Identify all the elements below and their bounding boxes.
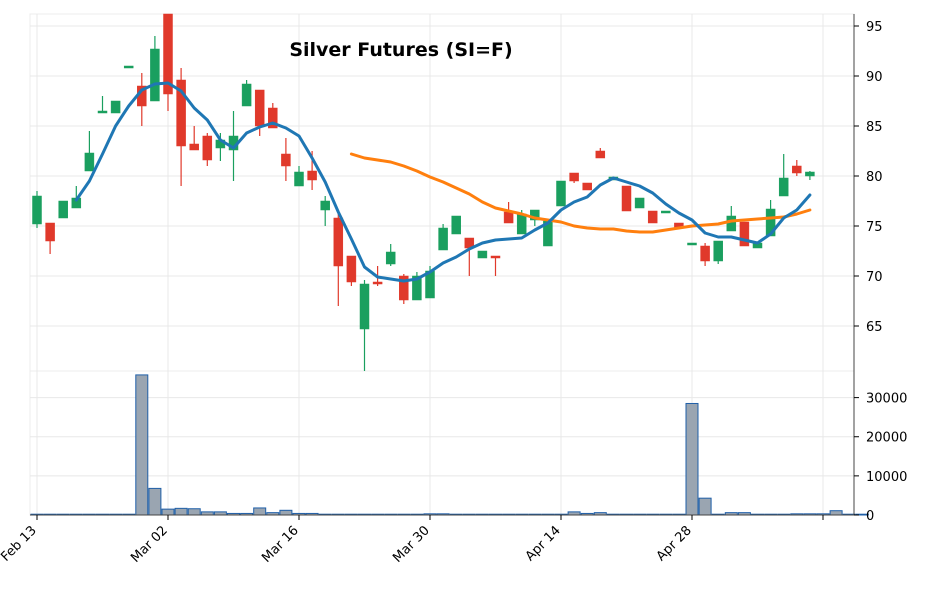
price-tick-label: 95 <box>866 20 883 35</box>
candle-up <box>123 65 134 69</box>
candle-up <box>241 83 252 107</box>
x-tick-label: Mar 16 <box>259 523 302 566</box>
volume-tick-label: 20000 <box>866 431 907 446</box>
candlesticks <box>32 13 815 371</box>
candle-up <box>530 209 540 221</box>
candle-down <box>163 13 173 95</box>
candle-up <box>778 177 789 197</box>
candle-up <box>687 242 697 246</box>
candle-down <box>281 153 291 167</box>
candle-up <box>320 200 330 211</box>
candle-up <box>294 171 304 187</box>
candle-down <box>621 185 632 212</box>
volume-bar <box>187 508 201 516</box>
volume-bar <box>279 509 293 516</box>
volume-tick-label: 0 <box>866 509 874 524</box>
candle-down <box>372 281 383 285</box>
candle-down <box>399 275 409 301</box>
candle-up <box>58 200 68 219</box>
candle-down <box>490 255 501 259</box>
volume-bar <box>135 374 149 516</box>
candle-down <box>739 221 750 247</box>
candle-up <box>97 110 108 114</box>
candle-down <box>333 217 344 267</box>
candle-up <box>713 240 723 262</box>
candle-up <box>477 250 488 259</box>
candle-down <box>307 170 317 181</box>
price-tick-label: 70 <box>866 270 883 285</box>
candle-down <box>700 245 710 262</box>
candle-down <box>189 143 199 151</box>
x-tick-label: Mar 02 <box>128 523 171 566</box>
candle-up <box>84 152 95 172</box>
candle-down <box>792 165 802 174</box>
volume-bar <box>685 402 699 516</box>
candle-up <box>556 180 566 207</box>
price-tick-label: 90 <box>866 70 883 85</box>
candle-down <box>254 89 265 127</box>
volume-bar <box>698 497 712 516</box>
volume-bar <box>148 487 162 516</box>
price-tick-label: 85 <box>866 120 883 135</box>
candle-up <box>359 283 370 330</box>
candle-down <box>45 222 55 242</box>
price-tick-label: 80 <box>866 170 883 185</box>
candle-down <box>176 79 186 147</box>
volume-tick-label: 10000 <box>866 470 907 485</box>
moving-averages <box>74 81 812 283</box>
candle-up <box>726 215 737 232</box>
candle-up <box>150 48 160 102</box>
candle-up <box>438 227 448 251</box>
candle-up <box>765 208 776 237</box>
candle-down <box>503 211 514 224</box>
candle-up <box>805 171 815 177</box>
candle-down <box>595 150 606 159</box>
candle-down <box>202 135 213 161</box>
x-tick-label: Apr 14 <box>523 523 564 564</box>
candle-down <box>647 210 658 224</box>
volume-bar <box>161 508 175 516</box>
candle-up <box>661 210 671 214</box>
candle-down <box>268 107 278 129</box>
candle-up <box>412 275 422 301</box>
volume-bar <box>253 507 267 516</box>
candle-up <box>385 251 396 265</box>
volume-bar <box>829 510 843 516</box>
candle-down <box>346 255 357 283</box>
candle-up <box>32 195 42 225</box>
x-tick-label: Mar 30 <box>390 523 433 566</box>
candle-up <box>516 213 527 235</box>
chart-title: Silver Futures (SI=F) <box>289 39 512 61</box>
candle-down <box>569 172 579 182</box>
volume-bar <box>174 507 188 516</box>
price-tick-label: 75 <box>866 220 883 235</box>
candle-up <box>451 215 461 235</box>
x-tick-label: Feb 13 <box>0 523 40 565</box>
ma-long-line <box>349 152 812 234</box>
x-tick-label: Apr 28 <box>654 523 695 564</box>
ma-short-line <box>74 81 812 283</box>
volume-tick-label: 30000 <box>866 392 907 407</box>
volume-bars <box>30 374 869 516</box>
candle-up <box>110 100 121 114</box>
candle-down <box>582 182 592 191</box>
candle-up <box>634 197 645 209</box>
price-tick-label: 65 <box>866 320 883 335</box>
